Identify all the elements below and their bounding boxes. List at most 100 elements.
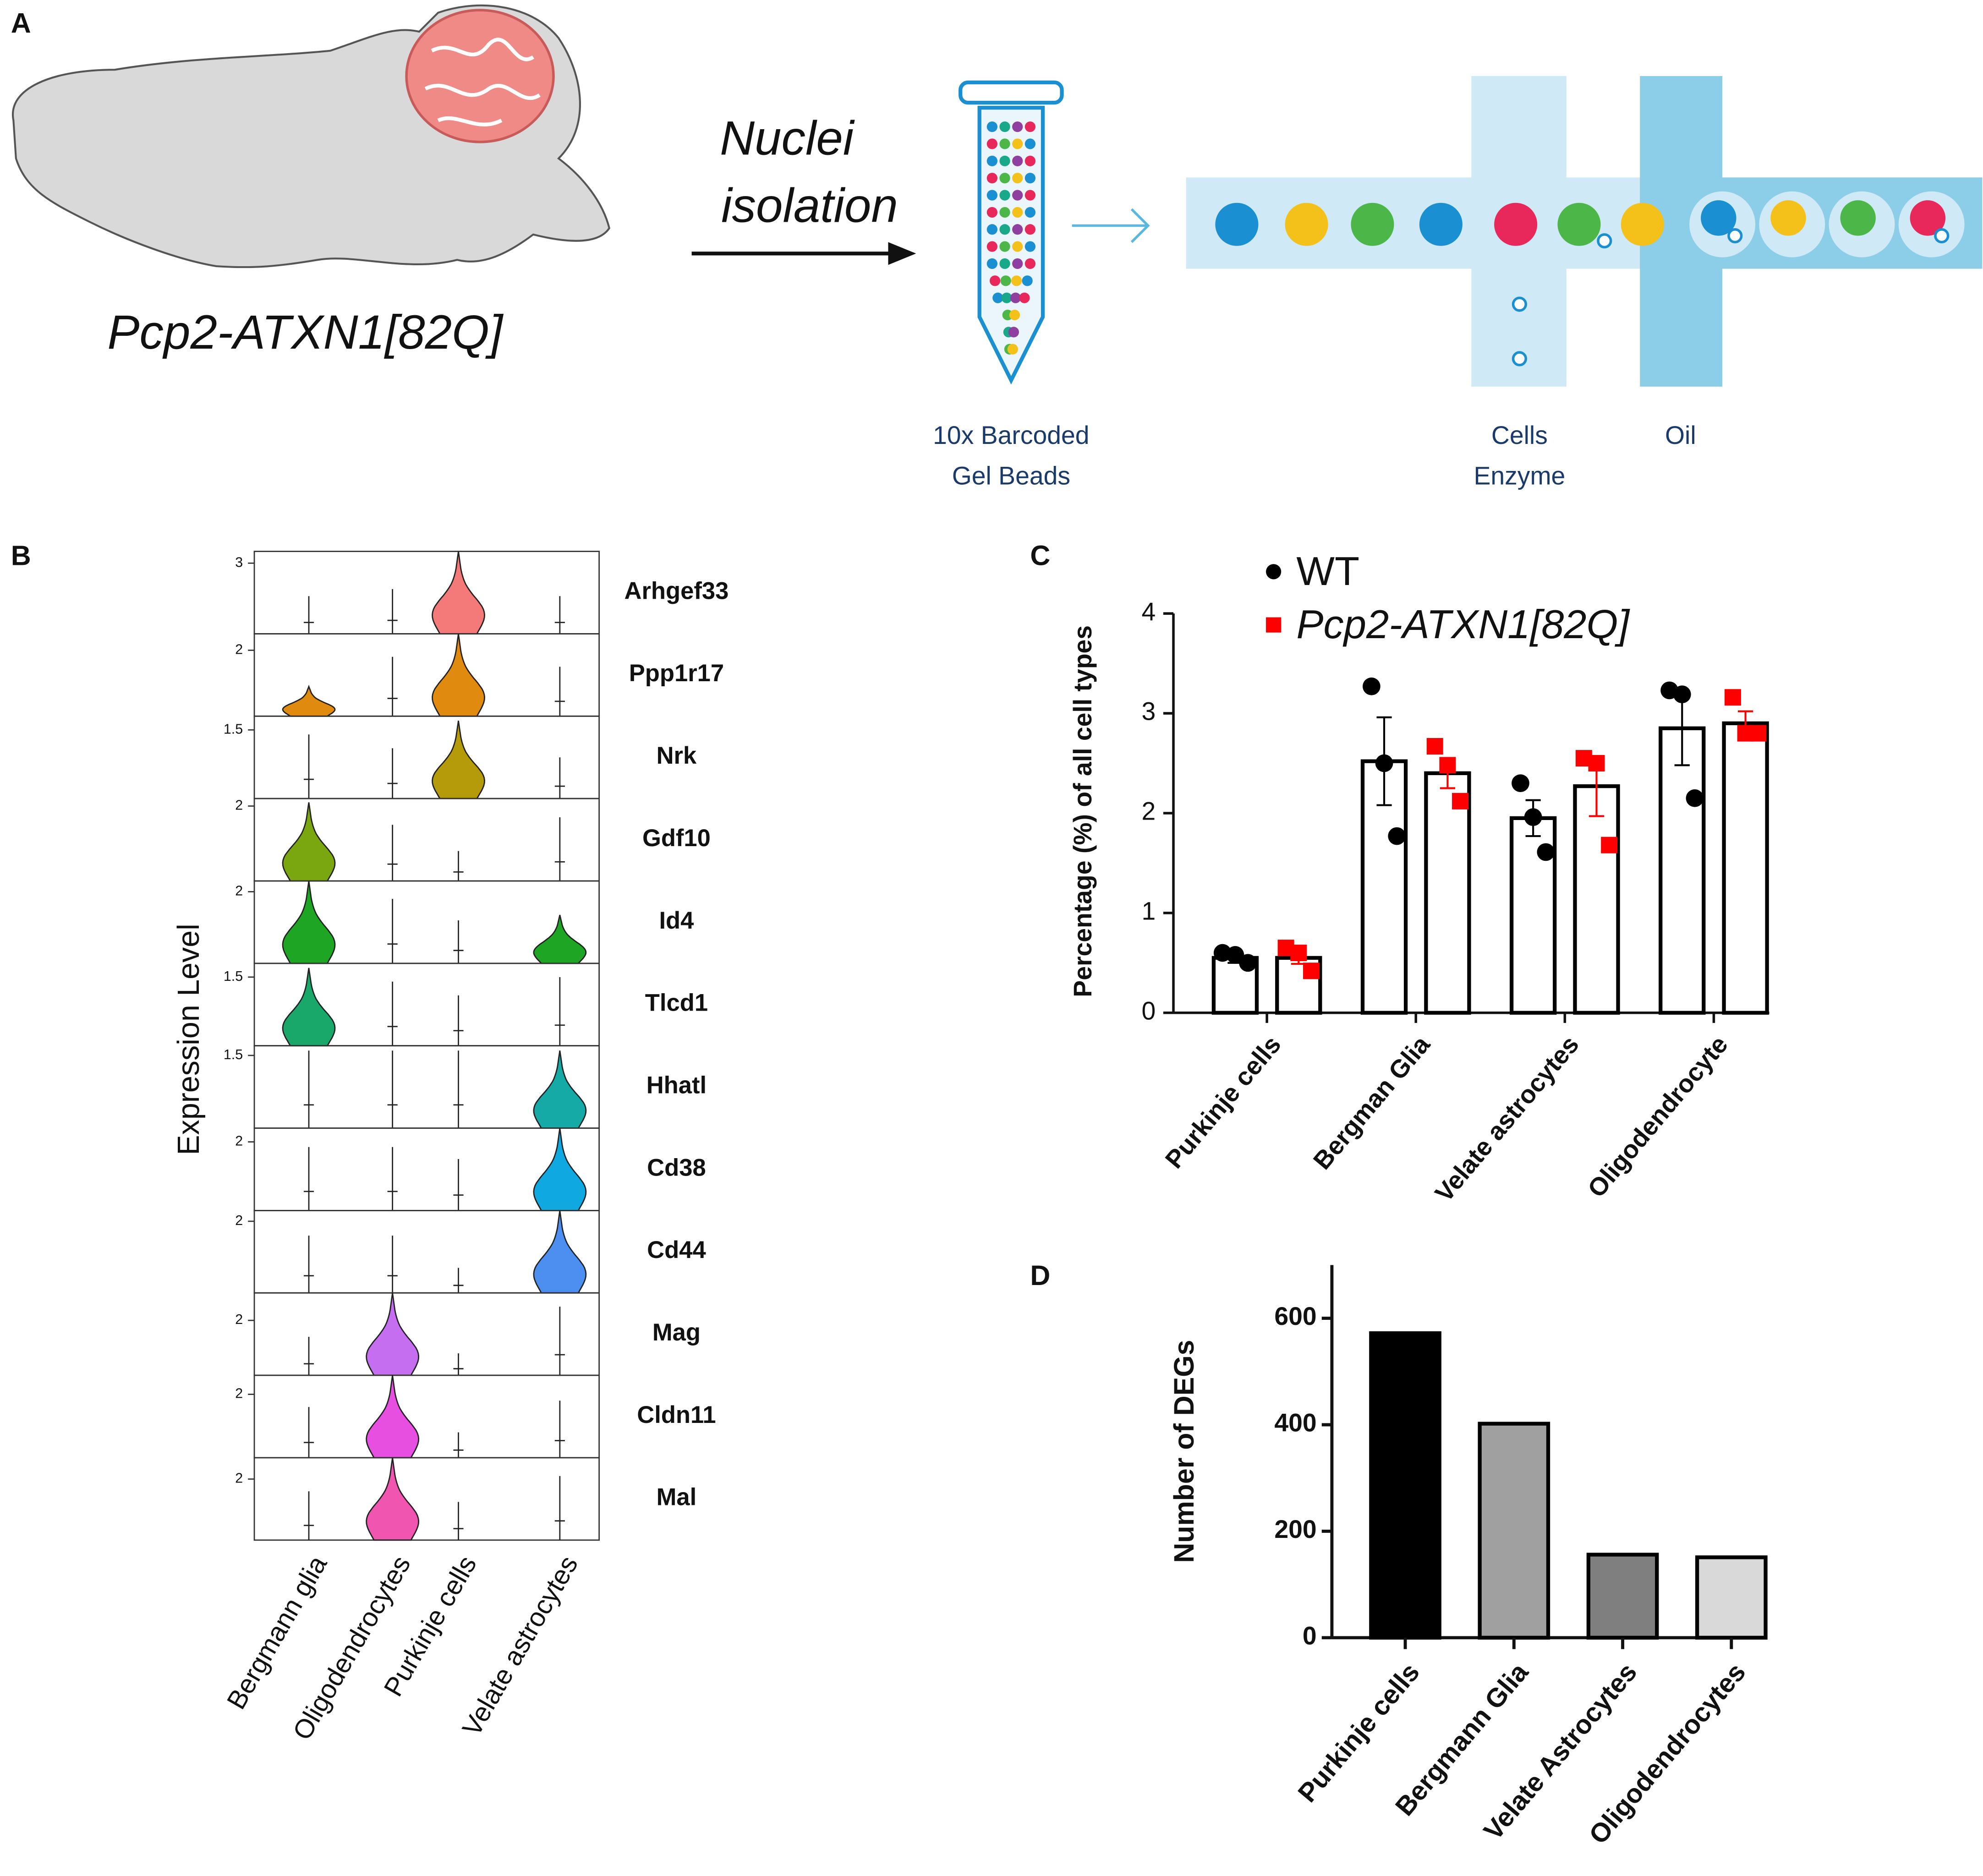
data-point: [1226, 946, 1244, 964]
enzyme: [1597, 233, 1612, 249]
data-point: [1363, 677, 1380, 695]
bead: [999, 155, 1010, 167]
gene-name: Arhgef33: [624, 577, 729, 604]
y-tick-label: 400: [1274, 1409, 1316, 1437]
y-tick-label: 2: [235, 1471, 243, 1486]
violin: [533, 1210, 587, 1294]
legend-label: Pcp2-ATXN1[82Q]: [1296, 602, 1630, 647]
data-point: [1303, 963, 1320, 979]
y-tick-label: 2: [235, 641, 243, 657]
droplet: [1621, 202, 1664, 246]
y-tick-label: 2: [235, 883, 243, 898]
droplet: [1557, 202, 1601, 246]
bead: [1012, 121, 1023, 132]
bead: [986, 173, 998, 184]
bead: [989, 275, 1001, 286]
data-point: [1290, 945, 1307, 961]
tube-cap: [959, 80, 1064, 105]
violin: [282, 684, 336, 717]
data-point: [1724, 689, 1741, 706]
enzyme: [1512, 296, 1528, 312]
data-point: [1750, 725, 1767, 742]
droplet: [1215, 202, 1259, 246]
legend-marker: [1266, 617, 1282, 633]
violin: [282, 881, 336, 964]
bead: [999, 224, 1010, 235]
arrow-label: isolation: [721, 179, 898, 232]
bead: [999, 207, 1010, 218]
panel-label: A: [11, 7, 31, 38]
y-tick-label: 0: [1142, 996, 1156, 1025]
data-point: [1686, 789, 1704, 807]
y-axis-label: Percentage (%) of all cell types: [1068, 625, 1097, 997]
cerebellum: [405, 9, 555, 143]
panel-label: B: [11, 540, 31, 571]
violin: [366, 1457, 420, 1541]
data-point: [1239, 954, 1257, 972]
bead: [1012, 241, 1023, 252]
bead: [986, 258, 998, 269]
legend-label: WT: [1296, 548, 1359, 594]
bead: [992, 292, 1003, 303]
enzyme: [1512, 351, 1528, 366]
beads: [986, 121, 1036, 355]
y-tick-label: 2: [1142, 797, 1156, 826]
violin: [533, 1128, 587, 1211]
gene-name: Cd44: [647, 1236, 706, 1263]
bead: [1019, 292, 1030, 303]
violin: [282, 968, 336, 1047]
gene-name: Cldn11: [637, 1401, 716, 1428]
y-axis-label: Expression Level: [172, 924, 206, 1155]
mouse-label: Pcp2-ATXN1[82Q]: [107, 306, 504, 359]
bead: [999, 190, 1010, 201]
row-frame: [253, 1457, 600, 1541]
droplet: [1770, 200, 1806, 236]
y-tick-label: 1.5: [224, 1047, 243, 1062]
droplet: [1701, 200, 1736, 236]
data-point: [1452, 793, 1469, 809]
droplet: [1351, 202, 1394, 246]
droplet: [1840, 200, 1876, 236]
y-tick-label: 2: [235, 1213, 243, 1228]
y-tick-label: 0: [1303, 1621, 1317, 1650]
bead: [1024, 241, 1036, 252]
violin: [533, 914, 587, 964]
gene-name: Cd38: [647, 1154, 706, 1181]
flow-arrow: [1072, 208, 1150, 243]
y-tick-label: 1.5: [224, 721, 243, 737]
channel-label: Enzyme: [1474, 462, 1565, 490]
enzyme: [1934, 228, 1950, 244]
gene-name: Nrk: [657, 742, 697, 769]
gene-name: Mal: [657, 1484, 697, 1511]
bead: [986, 138, 998, 149]
panel-label: D: [1030, 1260, 1050, 1291]
bar: [1369, 1331, 1441, 1640]
bead: [1022, 275, 1033, 286]
bead: [1012, 207, 1023, 218]
y-axis-label: Number of DEGs: [1168, 1340, 1200, 1563]
bead: [1012, 155, 1023, 167]
data-point: [1512, 774, 1529, 792]
bead: [986, 241, 998, 252]
gene-name: Mag: [652, 1319, 701, 1346]
bar: [1586, 1553, 1659, 1640]
gene-name: Tlcd1: [645, 990, 708, 1017]
y-tick-label: 2: [235, 1133, 243, 1149]
bead: [986, 207, 998, 218]
bead: [986, 190, 998, 201]
bar: [1573, 784, 1620, 1015]
bead: [986, 155, 998, 167]
bead: [999, 138, 1010, 149]
bead: [1012, 173, 1023, 184]
bar: [1424, 771, 1471, 1015]
bead: [1012, 138, 1023, 149]
violin: [366, 1293, 420, 1376]
bead: [999, 241, 1010, 252]
data-point: [1537, 843, 1555, 861]
bar: [1478, 1422, 1550, 1640]
legend-marker: [1266, 564, 1282, 580]
bead: [1000, 275, 1011, 286]
y-tick-label: 200: [1274, 1515, 1316, 1543]
y-tick-label: 4: [1142, 597, 1156, 626]
y-tick-label: 1.5: [224, 968, 243, 984]
